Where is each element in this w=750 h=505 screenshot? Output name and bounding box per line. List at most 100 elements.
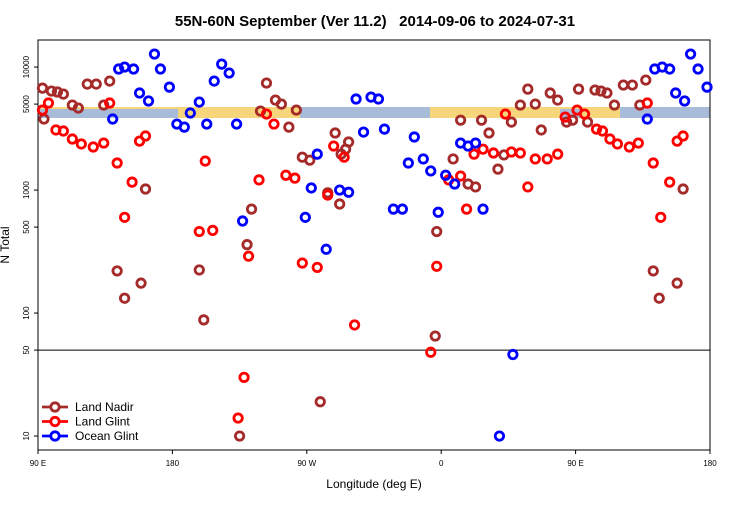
marker — [684, 48, 697, 60]
marker — [260, 108, 273, 120]
marker — [492, 163, 504, 175]
marker — [107, 113, 119, 125]
marker — [692, 63, 704, 75]
marker — [208, 75, 220, 87]
x-tick-label: 0 — [439, 459, 444, 468]
series — [107, 48, 713, 442]
marker — [90, 78, 102, 90]
marker — [119, 292, 131, 304]
marker — [475, 114, 488, 126]
marker — [184, 107, 196, 119]
marker — [372, 93, 385, 105]
marker — [640, 74, 652, 86]
marker — [127, 63, 140, 75]
marker — [348, 319, 361, 331]
marker — [231, 118, 243, 130]
y-tick-label: 50 — [22, 345, 31, 354]
marker — [253, 174, 265, 186]
marker — [604, 133, 616, 145]
legend-item: Land Nadir — [42, 400, 134, 414]
marker — [431, 225, 443, 238]
marker — [104, 97, 116, 109]
marker — [469, 181, 482, 193]
y-tick-label: 1000 — [22, 181, 31, 199]
marker — [522, 83, 534, 95]
marker — [505, 116, 517, 128]
marker — [42, 97, 55, 109]
marker — [111, 265, 123, 277]
marker — [305, 182, 317, 194]
marker — [198, 314, 210, 326]
marker — [329, 127, 341, 139]
marker — [641, 97, 653, 109]
marker — [664, 176, 676, 188]
marker — [535, 124, 547, 136]
y-tick-label: 10 — [22, 431, 31, 440]
marker — [299, 211, 311, 223]
x-axis-label: Longitude (deg E) — [326, 477, 421, 491]
marker — [119, 211, 131, 223]
marker — [216, 58, 228, 70]
marker — [611, 138, 624, 150]
marker — [350, 93, 362, 105]
marker — [447, 153, 459, 165]
marker — [245, 203, 258, 215]
marker — [653, 292, 665, 304]
marker — [477, 143, 489, 155]
marker — [514, 147, 526, 159]
marker — [677, 183, 689, 195]
marker — [87, 141, 99, 153]
marker — [578, 108, 591, 120]
series — [36, 97, 689, 424]
marker — [236, 215, 249, 227]
marker — [664, 63, 676, 75]
marker — [283, 121, 295, 133]
marker — [608, 99, 621, 111]
marker — [514, 99, 526, 111]
band-ocean — [300, 107, 430, 118]
marker — [396, 203, 408, 215]
marker — [234, 430, 246, 442]
marker — [487, 147, 500, 159]
marker — [541, 153, 553, 165]
marker — [425, 346, 437, 358]
marker — [632, 137, 644, 149]
marker — [572, 83, 585, 95]
marker — [552, 148, 564, 160]
marker — [561, 116, 573, 128]
marker — [111, 157, 123, 169]
x-tick-label: 90 W — [297, 459, 316, 468]
marker — [590, 123, 603, 135]
marker — [133, 87, 146, 99]
y-tick-label: 500 — [22, 220, 31, 234]
marker — [507, 348, 519, 361]
y-axis-label: N Total — [0, 226, 12, 263]
map-band — [38, 107, 710, 118]
marker — [460, 203, 473, 215]
marker — [529, 153, 541, 165]
marker — [425, 165, 437, 177]
marker — [320, 243, 332, 255]
legend-label: Land Glint — [75, 415, 130, 429]
marker — [449, 178, 461, 190]
x-tick-label: 180 — [703, 459, 717, 468]
legend-item: Ocean Glint — [42, 429, 139, 443]
marker — [98, 137, 110, 149]
legend-label: Land Nadir — [75, 400, 134, 414]
marker — [232, 412, 244, 424]
marker — [432, 206, 444, 218]
marker — [522, 181, 534, 193]
marker — [601, 87, 613, 99]
marker — [623, 141, 635, 153]
marker — [641, 113, 653, 125]
marker — [334, 198, 346, 210]
legend-marker — [49, 401, 61, 413]
marker — [163, 81, 176, 93]
marker — [135, 277, 147, 289]
marker — [57, 88, 69, 100]
marker — [126, 176, 138, 188]
marker — [241, 239, 253, 251]
marker — [199, 155, 211, 167]
marker — [139, 183, 152, 195]
